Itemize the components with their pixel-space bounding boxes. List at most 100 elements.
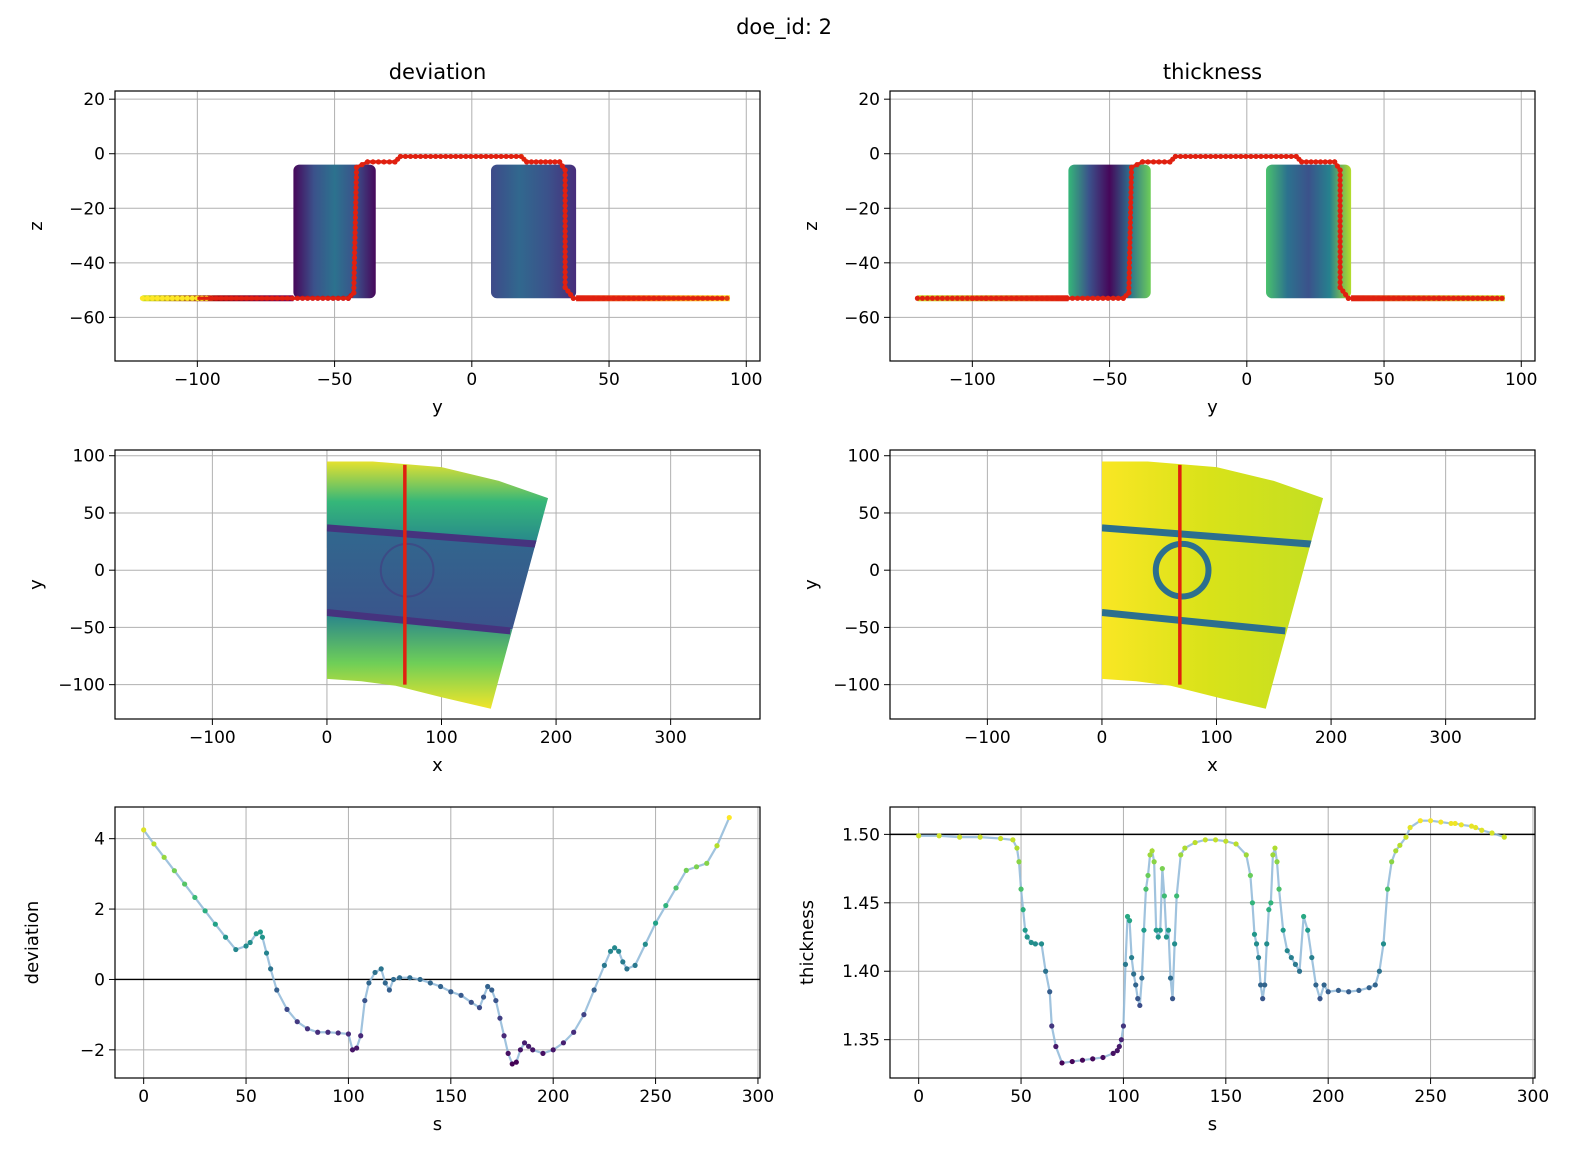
data-point <box>1407 824 1413 831</box>
data-point <box>704 860 710 866</box>
data-point <box>1301 913 1307 920</box>
wall-right-wall <box>491 164 577 299</box>
y-tick-label: −50 <box>69 618 105 638</box>
plot-area <box>1101 461 1324 709</box>
axes-frame <box>114 806 761 1079</box>
data-point <box>1223 838 1229 844</box>
axes-yz-deviation: −100 −50 0 50 100 −60 −40 −20 0 20 y z deviation <box>26 60 763 418</box>
data-point <box>521 1040 528 1046</box>
data-point <box>1296 968 1303 974</box>
grid <box>890 807 1535 1078</box>
data-point <box>1100 1054 1106 1061</box>
data-point <box>726 814 732 821</box>
data-point <box>294 1019 300 1025</box>
data-point <box>468 999 474 1005</box>
y-tick-label: −20 <box>844 199 880 219</box>
x-tick-label: 100 <box>730 370 762 390</box>
y-axis-label: y <box>26 579 47 590</box>
x-tick-label: 100 <box>1505 370 1537 390</box>
data-point <box>1032 941 1038 947</box>
data-point <box>493 997 499 1004</box>
y-tick-label: 0 <box>869 145 880 165</box>
profile-point <box>139 295 146 301</box>
data-point <box>1043 968 1049 974</box>
data-point <box>259 934 266 940</box>
data-point <box>517 1047 524 1053</box>
y-tick-label: −2 <box>80 1041 105 1061</box>
data-point <box>247 939 253 946</box>
plot-area <box>139 153 730 302</box>
data-point <box>202 908 208 914</box>
data-point <box>652 920 659 926</box>
data-point <box>1262 982 1268 988</box>
data-point <box>1135 996 1141 1002</box>
y-tick-label: 20 <box>83 90 105 110</box>
data-point <box>1255 954 1262 961</box>
data-point <box>1489 830 1495 836</box>
data-point <box>1258 982 1264 988</box>
data-point <box>182 881 188 887</box>
plot-area <box>914 153 1505 302</box>
data-point <box>1053 1043 1059 1050</box>
x-tick-label: 0 <box>466 370 477 390</box>
profile-point <box>724 295 730 301</box>
data-point <box>1380 941 1387 947</box>
data-point <box>1090 1056 1096 1062</box>
y-tick-label: −60 <box>69 308 105 328</box>
data-point <box>1305 927 1311 933</box>
figure-suptitle: doe_id: 2 <box>736 15 832 40</box>
data-point <box>390 976 397 983</box>
data-point <box>382 980 388 986</box>
data-point <box>407 975 413 981</box>
profile-point <box>949 295 955 301</box>
data-point <box>1393 848 1399 854</box>
data-point <box>497 1015 503 1021</box>
data-point <box>325 1029 331 1035</box>
x-tick-label: 0 <box>1241 370 1252 390</box>
data-point <box>612 945 618 951</box>
axes-s-thickness: 0 50 100 150 200 250 300 1.35 1.40 1.45 1.50 s thick… <box>797 806 1549 1135</box>
data-point <box>1260 996 1266 1002</box>
lower-edge-line <box>1101 609 1286 635</box>
profile-point <box>924 295 931 301</box>
data-point <box>284 1006 290 1012</box>
data-point <box>957 834 963 840</box>
data-point <box>1049 1023 1055 1029</box>
profile-point <box>189 295 195 301</box>
data-point <box>1346 989 1352 995</box>
axes-frame <box>889 90 1536 362</box>
data-point <box>591 987 597 993</box>
x-tick-label: 50 <box>1373 370 1395 390</box>
profile-point <box>944 295 950 301</box>
y-tick-label: 1.50 <box>842 825 880 845</box>
data-point <box>1178 852 1184 858</box>
data-point <box>1458 822 1464 828</box>
data-point <box>1284 948 1290 954</box>
data-point <box>437 983 444 990</box>
data-point <box>620 959 626 965</box>
data-point <box>141 827 147 833</box>
data-point <box>274 987 280 993</box>
x-tick-label: −100 <box>189 728 236 748</box>
data-point <box>1270 852 1276 858</box>
data-point <box>1126 918 1133 924</box>
data-point <box>1501 834 1507 840</box>
wall-left-wall <box>293 164 376 299</box>
projection-line <box>197 154 725 300</box>
data-point <box>345 1031 352 1037</box>
x-tick-label: 50 <box>598 370 620 390</box>
hole-circle <box>1152 540 1212 600</box>
data-point <box>977 834 983 840</box>
axes-frame <box>114 449 761 720</box>
data-point <box>1479 827 1485 833</box>
data-point <box>458 992 464 998</box>
data-point <box>1020 907 1026 913</box>
data-point <box>1468 823 1475 829</box>
data-point <box>171 868 177 874</box>
data-point <box>1253 941 1260 947</box>
data-point <box>257 929 263 935</box>
data-point <box>540 1050 546 1056</box>
x-tick-label: 100 <box>1200 728 1232 748</box>
data-point <box>243 943 249 949</box>
x-axis-label: y <box>432 397 443 418</box>
